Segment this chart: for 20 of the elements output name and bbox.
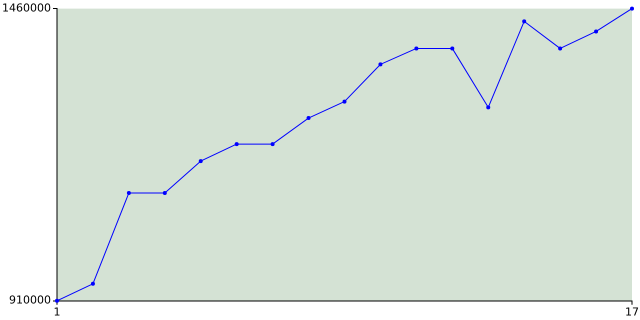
point (558, 46, 562, 50)
point (594, 29, 598, 34)
point (270, 142, 275, 146)
point (198, 159, 203, 164)
point (522, 19, 526, 24)
point (486, 105, 490, 110)
point (630, 6, 634, 11)
x-tick-label: 1 (53, 305, 60, 318)
point (234, 142, 239, 146)
point (342, 100, 346, 104)
y-tick-label: 910000 (8, 294, 51, 307)
point (126, 190, 131, 195)
point (306, 116, 311, 120)
point (414, 46, 418, 50)
point (450, 46, 454, 50)
y-tick-label: 1460000 (2, 1, 51, 14)
point (378, 62, 382, 66)
x-tick-label: 17 (625, 305, 639, 318)
point (90, 282, 95, 286)
point (162, 190, 167, 195)
